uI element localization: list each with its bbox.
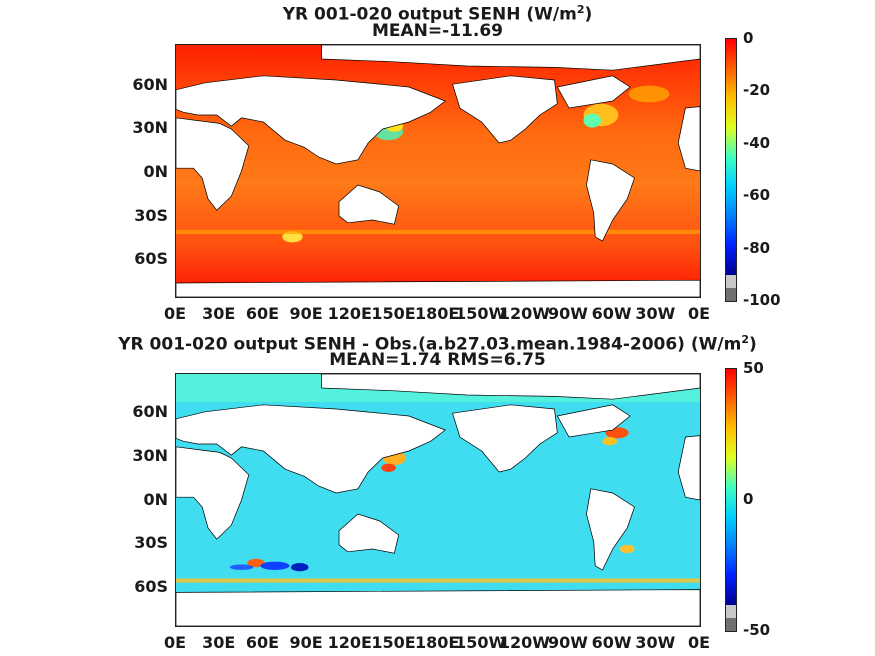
panel2-lon-label: 120E [327, 633, 372, 652]
panel1-title: YR 001-020 output SENH (W/m2) [0, 0, 875, 25]
panel2-lon-label: 0E [164, 633, 187, 652]
panel2-title-sup: 2 [741, 333, 749, 346]
panel2-subtitle: MEAN=1.74 RMS=6.75 [329, 350, 546, 370]
panel1-subtitle: MEAN=-11.69 [372, 21, 503, 41]
panel1-map-svg [176, 45, 700, 297]
panel1-lon-label: 180E [415, 304, 460, 323]
panel1-lon-label: 120W [498, 304, 550, 323]
panel1-title-end: ) [584, 4, 593, 25]
panel1-lon-label: 0E [688, 304, 711, 323]
panel1-lon-label: 120E [327, 304, 372, 323]
panel1-lat-30N: 30N [132, 118, 168, 137]
panel1-lon-label: 150W [455, 304, 507, 323]
panel1-lon-label: 60E [245, 304, 280, 323]
panel1-colorbar-tick: -40 [743, 133, 771, 152]
panel1-colorbar-tick: -20 [743, 81, 771, 100]
panel2-lon-label: 60E [245, 633, 280, 652]
panel2-lon-label: 150W [455, 633, 507, 652]
panel1-colorbar [725, 38, 737, 302]
panel1-lon-label: 60W [591, 304, 632, 323]
panel1-colorbar-missing [726, 274, 736, 288]
panel1-colorbar-tick: 0 [743, 29, 754, 47]
panel2-lon-label: 0E [688, 633, 711, 652]
panel1-colorbar-missing2 [726, 287, 736, 301]
panel2-lon-label: 60W [591, 633, 632, 652]
panel2-lat-60N: 60N [132, 402, 168, 421]
panel1-lat-60S: 60S [134, 249, 168, 268]
panel1-lon-label: 90W [548, 304, 588, 323]
panel1-land [176, 45, 700, 297]
panel2-colorbar-missing2 [726, 617, 736, 631]
panel2-lat-0N: 0N [143, 490, 168, 509]
panel2-lon-label: 150E [371, 633, 416, 652]
panel2-colorbar-tick: 50 [743, 359, 764, 377]
panel2-land [176, 374, 700, 626]
panel1-lat-0N: 0N [143, 162, 168, 181]
panel2-lon-label: 90W [548, 633, 588, 652]
panel2-lat-60S: 60S [134, 577, 168, 596]
panel1-map [175, 44, 701, 298]
panel2-lon-label: 30W [635, 633, 676, 652]
panel2-lat-30S: 30S [134, 533, 168, 552]
panel2-colorbar-tick: -50 [743, 621, 771, 639]
panel2-title: YR 001-020 output SENH - Obs.(a.b27.03.m… [0, 330, 875, 355]
panel1-lon-label: 30E [202, 304, 236, 323]
panel2-colorbar-missing [726, 604, 736, 618]
panel1-lon-label: 30W [635, 304, 676, 323]
panel1-colorbar-tick: -60 [743, 186, 771, 205]
panel2-title-text: YR 001-020 output SENH - Obs.(a.b27.03.m… [118, 334, 742, 355]
panel2-lon-label: 120W [498, 633, 550, 652]
panel2-title-end: ) [748, 334, 757, 355]
panel2-map-svg [176, 374, 700, 626]
panel2-colorbar [725, 368, 737, 632]
panel2-lon-label: 90E [289, 633, 323, 652]
panel1-title-text: YR 001-020 output SENH (W/m [282, 4, 577, 25]
panel1-lon-label: 90E [289, 304, 323, 323]
panel1-colorbar-tick: -100 [743, 291, 781, 309]
panel2-lat-30N: 30N [132, 446, 168, 465]
panel2-colorbar-tick: 0 [743, 490, 754, 508]
panel1-lon-label: 0E [164, 304, 187, 323]
panel1-colorbar-gradient [726, 39, 736, 275]
panel1-colorbar-tick: -80 [743, 238, 771, 257]
panel2-lon-label: 30E [202, 633, 236, 652]
panel1-title-sup: 2 [576, 3, 585, 16]
panel2-lon-label: 180E [415, 633, 460, 652]
panel1-lon-label: 150E [371, 304, 416, 323]
panel2-map [175, 373, 701, 627]
panel1-lat-30S: 30S [134, 206, 168, 225]
panel1-lat-60N: 60N [132, 75, 168, 94]
panel2-colorbar-gradient [726, 369, 736, 605]
panel1-ocean-features [176, 85, 700, 243]
